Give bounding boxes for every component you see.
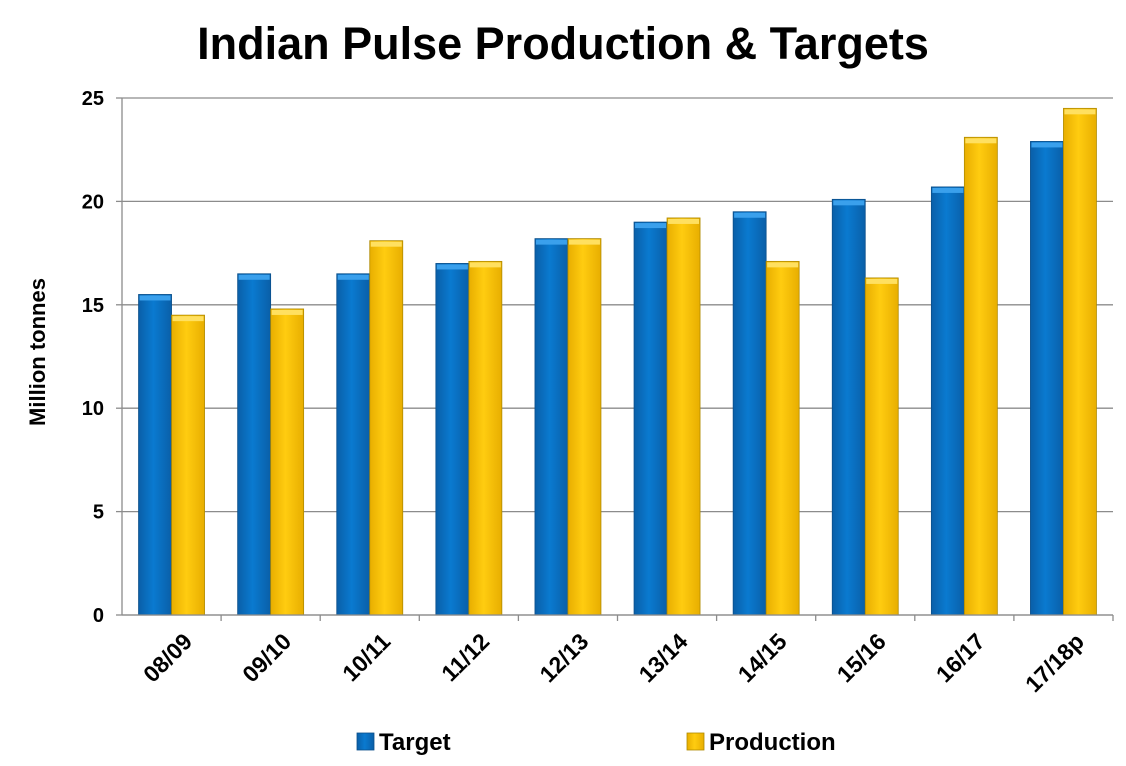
legend-label-target: Target bbox=[379, 729, 451, 756]
y-tick-label: 5 bbox=[93, 502, 104, 524]
y-tick-label: 0 bbox=[93, 605, 104, 627]
bar-bevel bbox=[734, 212, 766, 218]
legend-swatch-target bbox=[356, 732, 375, 751]
bar-bevel bbox=[965, 138, 997, 144]
y-tick-label: 10 bbox=[82, 398, 104, 420]
legend-label-production: Production bbox=[709, 729, 836, 756]
x-tick-label: 13/14 bbox=[633, 628, 692, 687]
bar-target-14-15 bbox=[732, 211, 767, 616]
bar-target-15-16 bbox=[831, 198, 866, 616]
bar-target-13-14 bbox=[633, 221, 668, 616]
x-tick-label: 12/13 bbox=[534, 628, 593, 687]
bar-bevel bbox=[568, 239, 600, 245]
bar-target-11-12 bbox=[435, 263, 470, 616]
bar-bevel bbox=[1031, 142, 1063, 148]
x-tick-label: 16/17 bbox=[931, 628, 990, 687]
bar-bevel bbox=[271, 309, 303, 315]
bar-target-09-10 bbox=[237, 273, 272, 616]
y-tick-label: 25 bbox=[82, 88, 104, 110]
bar-target-17-18p bbox=[1030, 141, 1064, 616]
bar-bevel bbox=[337, 274, 369, 280]
bar-production-12-13 bbox=[567, 238, 602, 616]
x-tick-label: 17/18p bbox=[1020, 628, 1089, 697]
x-tick-label: 11/12 bbox=[436, 628, 494, 686]
legend-swatch-production bbox=[686, 732, 705, 751]
bar-bevel bbox=[469, 262, 501, 268]
y-tick-label: 20 bbox=[82, 191, 104, 213]
bar-production-10-11 bbox=[369, 240, 404, 616]
bar-production-15-16 bbox=[864, 277, 899, 616]
bar-bevel bbox=[139, 295, 171, 301]
bar-bevel bbox=[172, 316, 204, 322]
bar-target-10-11 bbox=[336, 273, 371, 616]
bar-bevel bbox=[866, 278, 898, 284]
bar-target-12-13 bbox=[534, 238, 569, 616]
bar-bevel bbox=[370, 241, 402, 247]
bar-bevel bbox=[833, 200, 865, 206]
bar-production-09-10 bbox=[270, 308, 305, 616]
y-tick-label: 15 bbox=[82, 295, 104, 317]
bar-bevel bbox=[1064, 109, 1096, 115]
x-tick-label: 08/09 bbox=[138, 628, 197, 687]
bar-bevel bbox=[238, 274, 270, 280]
chart-title: Indian Pulse Production & Targets bbox=[197, 18, 929, 69]
bar-production-08-09 bbox=[171, 314, 205, 616]
bar-bevel bbox=[436, 264, 468, 270]
bar-bevel bbox=[668, 218, 700, 224]
bar-bevel bbox=[767, 262, 799, 268]
bar-bevel bbox=[635, 223, 667, 229]
x-tick-label: 09/10 bbox=[237, 628, 296, 687]
bar-production-11-12 bbox=[468, 260, 503, 616]
bar-bevel bbox=[932, 187, 964, 193]
bar-production-16-17 bbox=[963, 136, 998, 616]
x-tick-label: 10/11 bbox=[337, 628, 395, 686]
bar-target-16-17 bbox=[930, 186, 965, 616]
bar-production-14-15 bbox=[765, 260, 800, 616]
bar-target-08-09 bbox=[138, 294, 172, 616]
x-tick-label: 15/16 bbox=[832, 628, 891, 687]
bar-production-13-14 bbox=[666, 217, 701, 616]
bar-bevel bbox=[535, 239, 567, 245]
x-tick-label: 14/15 bbox=[733, 628, 792, 687]
bar-production-17-18p bbox=[1063, 107, 1097, 616]
y-axis-label: Million tonnes bbox=[25, 278, 50, 426]
